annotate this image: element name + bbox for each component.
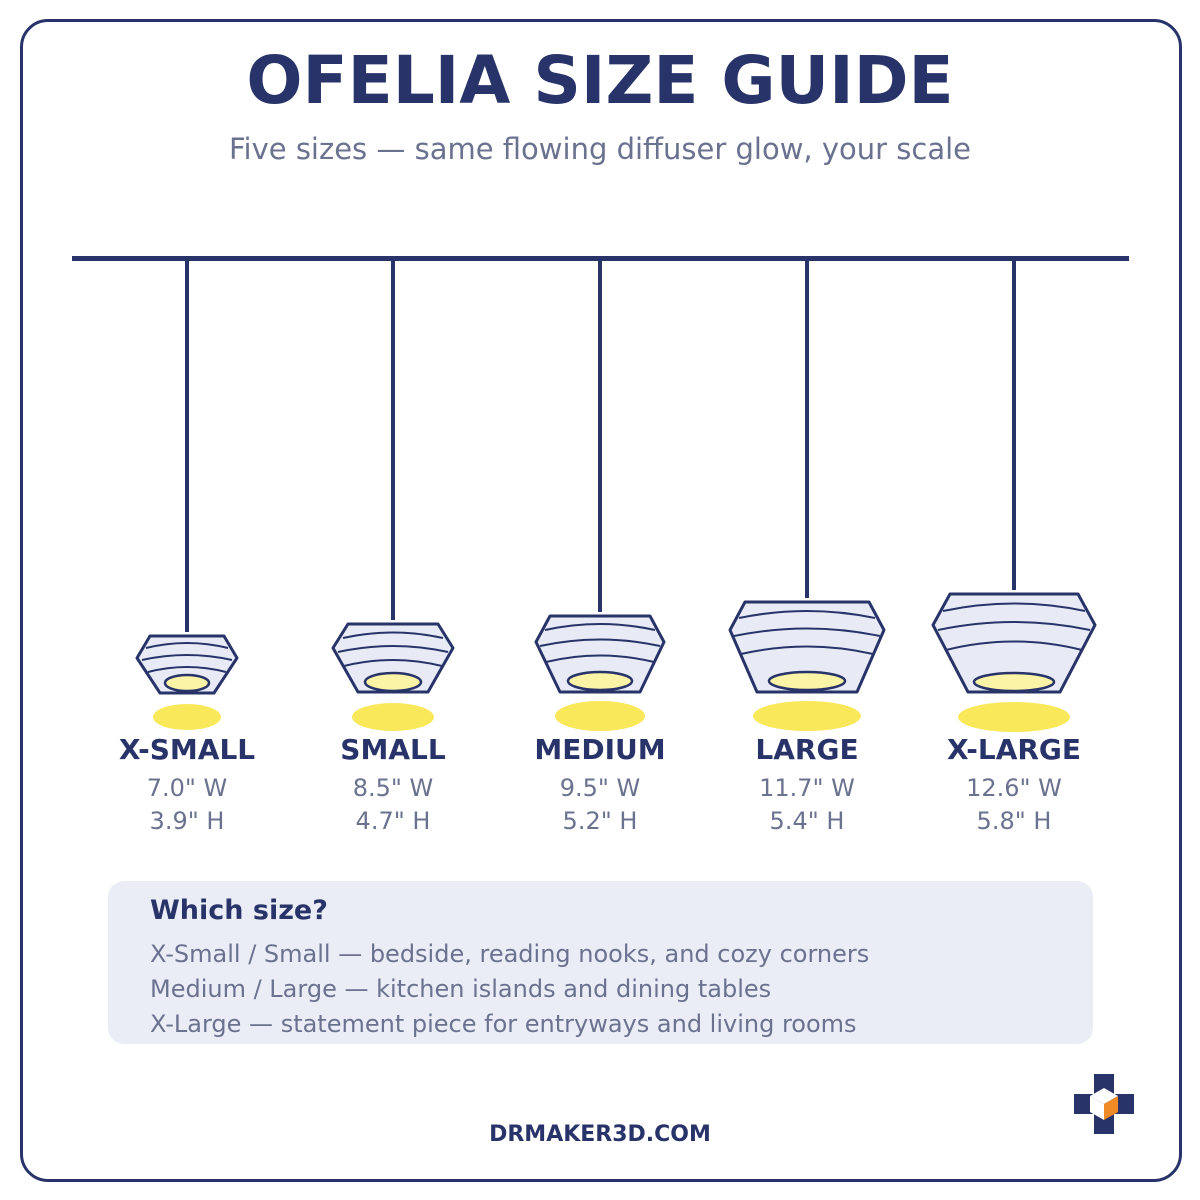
page-title: OFELIA SIZE GUIDE: [246, 42, 954, 119]
size-height: 5.4" H: [769, 807, 845, 835]
size-column-x-large: X-LARGE 12.6" W 5.8" H: [904, 732, 1124, 838]
guide-line-large: X-Large — statement piece for entryways …: [150, 1010, 857, 1038]
size-height: 4.7" H: [355, 807, 431, 835]
size-width: 12.6" W: [966, 774, 1062, 802]
pendant-lamp-medium: [534, 258, 666, 731]
cube-cross-logo-icon: [1074, 1074, 1134, 1134]
size-name: X-SMALL: [118, 733, 256, 766]
size-width: 8.5" W: [352, 774, 434, 802]
footer-website[interactable]: DRMAKER3D.COM: [489, 1122, 711, 1147]
pendant-lamp-x-small: [135, 258, 239, 730]
guide-line-medium: Medium / Large — kitchen islands and din…: [150, 975, 772, 1003]
page-subtitle: Five sizes — same flowing diffuser glow,…: [228, 132, 972, 166]
size-width: 9.5" W: [559, 774, 641, 802]
size-guide-panel: [108, 881, 1093, 1044]
size-height: 3.9" H: [149, 807, 225, 835]
size-name: MEDIUM: [534, 733, 666, 766]
size-column-x-small: X-SMALL 7.0" W 3.9" H: [77, 732, 297, 838]
size-height: 5.8" H: [976, 807, 1052, 835]
pendant-lamp-small: [331, 258, 455, 731]
guide-title: Which size?: [150, 895, 328, 926]
pendant-lamp-large: [728, 258, 886, 731]
size-name: LARGE: [755, 733, 859, 766]
size-width: 7.0" W: [146, 774, 228, 802]
size-width: 11.7" W: [759, 774, 855, 802]
size-name: X-LARGE: [946, 733, 1082, 766]
size-name: SMALL: [340, 733, 446, 766]
size-column-medium: MEDIUM 9.5" W 5.2" H: [490, 732, 710, 838]
guide-line-small: X-Small / Small — bedside, reading nooks…: [150, 940, 870, 968]
size-column-large: LARGE 11.7" W 5.4" H: [697, 732, 917, 838]
size-column-small: SMALL 8.5" W 4.7" H: [283, 732, 503, 838]
size-height: 5.2" H: [562, 807, 638, 835]
pendant-lamp-x-large: [931, 258, 1097, 732]
